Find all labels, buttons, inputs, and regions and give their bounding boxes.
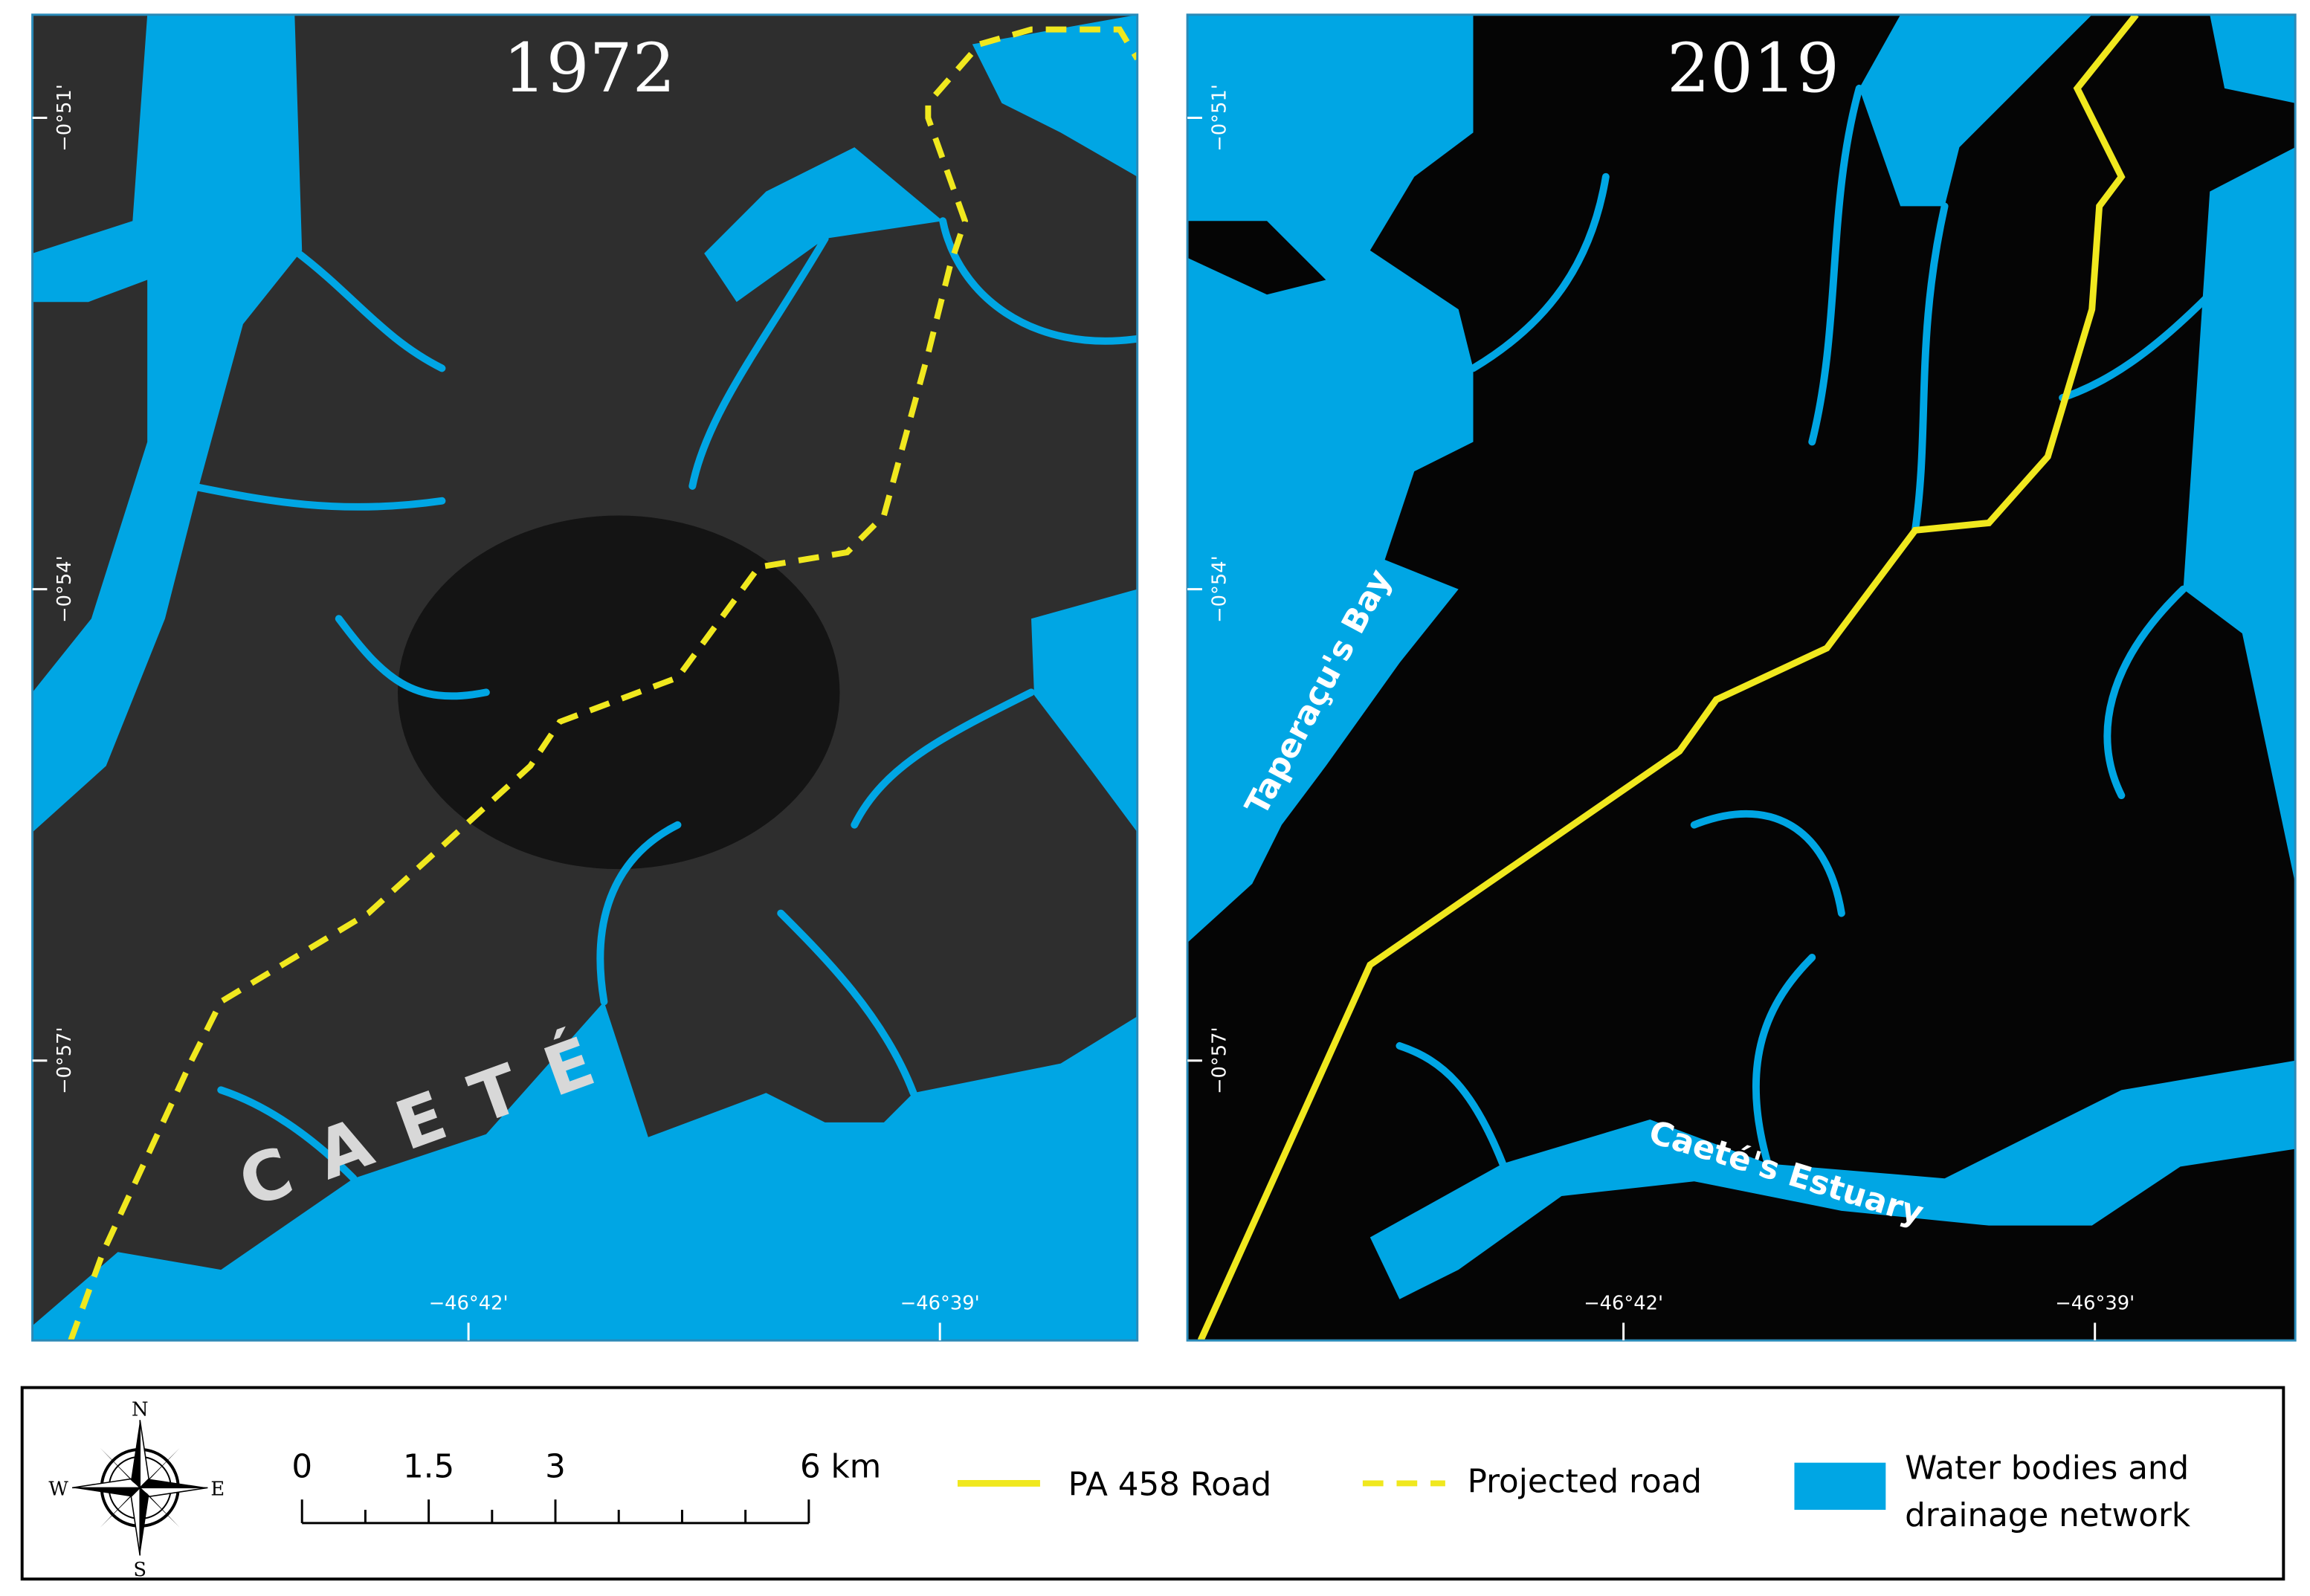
legend-box [20, 1386, 2285, 1581]
lon-label: −46°42' [429, 1293, 509, 1315]
scale-label: 0 [291, 1448, 312, 1485]
lat-label: −0°57' [54, 1027, 76, 1094]
pa-458-road [1197, 14, 2139, 1341]
lat-label: −0°54' [1209, 555, 1231, 623]
panel-1972: 1972 CAETÉ [32, 14, 1138, 1341]
legend-label: Projected road [1468, 1463, 1702, 1500]
lat-label: −0°51' [1209, 84, 1231, 152]
drainage [1396, 84, 2214, 1168]
projected-road [68, 26, 1138, 1341]
panel-title: 1972 [503, 29, 676, 108]
panel-frame [1186, 13, 2297, 1342]
compass-w: W [48, 1478, 68, 1500]
lon-label: −46°39' [900, 1293, 980, 1315]
water [32, 14, 1138, 1341]
legend-swatch [1794, 1462, 1886, 1511]
scale-label: 3 [545, 1448, 566, 1485]
water [1187, 14, 2296, 1299]
legend-label: Water bodies and [1905, 1450, 2189, 1487]
coordinate-labels: −0°51' −0°54' −0°57' −46°42' −46°39' −0°51' −0… [32, 84, 2135, 1341]
compass-e: E [210, 1478, 225, 1500]
drainage [187, 217, 1138, 1183]
lon-label: −46°39' [2055, 1293, 2135, 1315]
legend-label: PA 458 Road [1068, 1466, 1272, 1503]
lon-label: −46°42' [1584, 1293, 1663, 1315]
scale-label: 1.5 [403, 1448, 454, 1485]
legend-label: drainage network [1905, 1497, 2191, 1534]
scale-bar [300, 1499, 810, 1525]
compass-n: N [132, 1398, 149, 1421]
panel-title: 2019 [1667, 29, 1839, 108]
lat-label: −0°54' [54, 555, 76, 623]
panel-frame [31, 13, 1139, 1342]
compass-s: S [133, 1559, 146, 1581]
panel-2019: 2019 Taperaçu's Bay Caeté's Estuary [1187, 14, 2296, 1341]
lat-label: −0°51' [54, 84, 76, 152]
scale-label: 6 km [800, 1448, 881, 1485]
lat-label: −0°57' [1209, 1027, 1231, 1094]
